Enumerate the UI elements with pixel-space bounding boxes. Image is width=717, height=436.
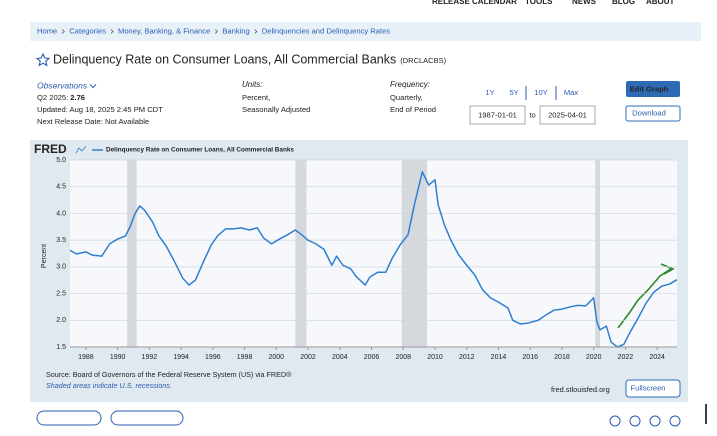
x-tick-label: 2020 — [586, 354, 602, 361]
legend-label: Delinquency Rate on Consumer Loans, All … — [106, 147, 294, 154]
x-tick-label: 1990 — [110, 354, 126, 361]
x-tick-label: 1998 — [237, 354, 253, 361]
fullscreen-button[interactable] — [625, 379, 681, 398]
date-start: 1987-01-01 — [478, 111, 517, 120]
breadcrumb-bar — [30, 22, 701, 41]
recession-shade — [595, 160, 601, 347]
units-label: Units: — [242, 80, 262, 89]
shading-note: Shaded areas indicate U.S. recessions. — [46, 381, 172, 390]
nav-item[interactable]: RELEASE CALENDAR — [432, 0, 517, 6]
range-button[interactable]: 1Y — [485, 88, 494, 97]
range-button[interactable]: 10Y — [534, 88, 548, 97]
download-label: Download — [632, 109, 666, 118]
breadcrumb-link[interactable]: Categories — [69, 27, 106, 36]
fullscreen-label: Fullscreen — [630, 384, 665, 393]
chevron — [254, 29, 258, 34]
breadcrumb-link[interactable]: Home — [37, 27, 57, 36]
x-tick-label: 2016 — [522, 354, 538, 361]
recession-shade — [295, 160, 307, 347]
breadcrumb-link[interactable]: Delinquencies and Delinquency Rates — [262, 27, 391, 36]
x-tick-label: 2004 — [332, 354, 348, 361]
latest-value: 2.76 — [70, 93, 85, 102]
y-tick-label: 2.0 — [56, 317, 66, 324]
y-tick-label: 1.5 — [56, 344, 66, 351]
range-button[interactable]: 5Y — [509, 88, 518, 97]
frequency-line: Quarterly, — [390, 93, 423, 102]
x-tick-label: 2010 — [427, 354, 443, 361]
annotation-arrow — [617, 267, 673, 329]
series-line — [69, 171, 678, 348]
nav-item[interactable]: TOOLS — [525, 0, 553, 6]
chevron — [61, 29, 65, 34]
x-tick-label: 2018 — [554, 354, 570, 361]
recession-shade — [401, 160, 428, 347]
nav-item[interactable]: NEWS — [572, 0, 597, 6]
series-id: (DRCLACBS) — [400, 56, 446, 65]
latest-label: Q2 2025: — [37, 93, 68, 102]
bottom-button[interactable] — [110, 410, 184, 426]
share-icon[interactable] — [649, 415, 661, 427]
observations-toggle[interactable]: Observations — [37, 80, 88, 90]
units-line: Percent, — [242, 93, 270, 102]
share-icon[interactable] — [669, 415, 681, 427]
x-tick-label: 2012 — [459, 354, 475, 361]
plot-area — [70, 160, 677, 347]
units-line: Seasonally Adjusted — [242, 105, 310, 114]
nav-item[interactable]: BLOG — [612, 0, 635, 6]
y-tick-label: 5.0 — [56, 157, 66, 164]
x-tick-label: 2006 — [364, 354, 380, 361]
breadcrumb-link[interactable]: Banking — [222, 27, 249, 36]
x-tick-label: 1992 — [142, 354, 158, 361]
x-tick-label: 2002 — [300, 354, 316, 361]
arrow-head — [660, 263, 675, 275]
x-tick-label: 2008 — [395, 354, 411, 361]
updated: Updated: Aug 18, 2025 2:45 PM CDT — [37, 105, 163, 114]
x-tick-label: 2014 — [491, 354, 507, 361]
date-end: 2025-04-01 — [548, 111, 587, 120]
logo-graph-icon — [75, 145, 87, 154]
x-tick-label: 1996 — [205, 354, 221, 361]
chevron — [110, 29, 114, 34]
y-tick-label: 3.5 — [56, 237, 66, 244]
fred-logo: FRED — [34, 142, 67, 156]
bottom-button[interactable] — [36, 410, 102, 426]
edit-graph-label: Edit Graph — [630, 85, 669, 94]
y-tick-label: 3.0 — [56, 264, 66, 271]
y-axis-label: Percent — [41, 244, 48, 268]
breadcrumb-link[interactable]: Money, Banking, & Finance — [118, 27, 210, 36]
y-tick-label: 4.5 — [56, 184, 66, 191]
x-tick-label: 2000 — [269, 354, 285, 361]
x-tick-label: 1994 — [173, 354, 189, 361]
source: Source: Board of Governors of the Federa… — [46, 370, 292, 379]
dropdown-caret — [89, 84, 97, 89]
x-tick-label: 2024 — [649, 354, 665, 361]
frequency-label: Frequency: — [390, 80, 430, 89]
favorite-star[interactable] — [35, 52, 51, 67]
date-input[interactable] — [539, 105, 596, 125]
share-icon[interactable] — [629, 415, 641, 427]
y-tick-label: 4.0 — [56, 210, 66, 217]
download-button[interactable] — [625, 105, 681, 122]
range-button[interactable]: Max — [564, 88, 579, 97]
nav-item[interactable]: ABOUT — [646, 0, 675, 6]
site-url: fred.stlouisfed.org — [551, 385, 610, 394]
frequency-line: End of Period — [390, 105, 436, 114]
share-icon[interactable] — [609, 415, 621, 427]
chevron — [215, 29, 218, 34]
date-separator: to — [529, 111, 535, 120]
x-tick-label: 2022 — [618, 354, 634, 361]
date-input[interactable] — [469, 105, 526, 125]
recession-shade — [127, 160, 137, 347]
page-title: Delinquency Rate on Consumer Loans, All … — [53, 52, 396, 66]
y-tick-label: 2.5 — [56, 290, 66, 297]
next-release: Next Release Date: Not Available — [37, 117, 149, 126]
x-tick-label: 1988 — [78, 354, 94, 361]
edit-graph-button[interactable] — [626, 81, 680, 97]
